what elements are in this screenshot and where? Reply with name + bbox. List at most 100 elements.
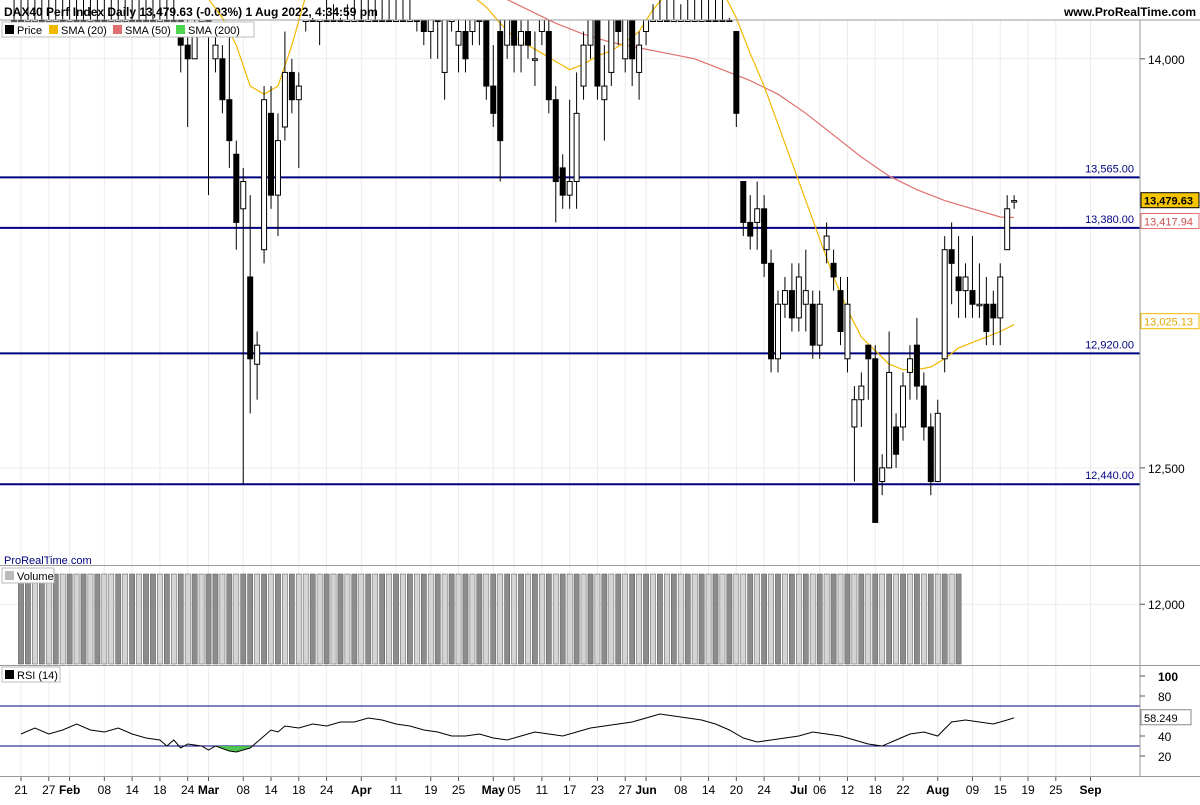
price-last-value-text: 13,479.63 [1144,196,1193,208]
time-tick-label: 15 [994,783,1008,797]
sma20-line [208,0,1015,371]
candle[interactable] [893,413,900,468]
candle[interactable] [462,20,469,73]
candle[interactable] [747,195,754,250]
candle[interactable] [851,386,858,482]
candle[interactable] [740,181,747,237]
candle[interactable] [226,31,233,168]
volume-bar [177,573,184,665]
candle[interactable] [268,86,275,209]
legend-rsi[interactable]: RSI (14) [17,670,58,682]
candle[interactable] [941,236,948,373]
candle[interactable] [636,31,643,100]
volume-bar [94,573,101,665]
candle[interactable] [497,20,504,182]
candle[interactable] [233,140,240,250]
volume-bar [212,573,219,665]
candle[interactable] [295,72,302,168]
candle[interactable] [969,236,976,318]
candle[interactable] [934,399,941,483]
candle[interactable] [580,31,587,100]
candle[interactable] [865,344,872,400]
legend-sma50[interactable]: SMA (50) [125,25,171,37]
candle[interactable] [261,86,268,264]
candlesticks[interactable] [11,0,1018,523]
candle[interactable] [754,181,761,250]
candle[interactable] [920,372,927,441]
candle[interactable] [990,290,997,346]
candle[interactable] [900,372,907,441]
volume-legend: Volume [1,567,55,584]
time-axis: 21 27 Feb 08 14 18 24 Mar 08 14 18 24 Apr 11 19 25 May 05… [14,777,1102,797]
time-tick-label: 06 [813,783,827,797]
candle[interactable] [1011,195,1018,209]
candle[interactable] [886,331,893,469]
candle[interactable] [490,45,497,127]
candle[interactable] [281,31,288,141]
candle[interactable] [212,31,219,73]
candle-body [462,31,469,60]
candle[interactable] [761,195,768,277]
time-tick-label: 18 [153,783,167,797]
candle[interactable] [518,20,525,73]
candle[interactable] [927,413,934,496]
candle[interactable] [976,263,983,318]
candle-body [851,399,858,428]
time-tick-label: 08 [237,783,251,797]
site-link[interactable]: www.ProRealTime.com [1063,5,1196,19]
volume-bar [295,573,302,665]
volume-bar [921,573,927,665]
candle[interactable] [775,290,782,373]
volume-bar [414,573,420,665]
candle[interactable] [1004,195,1011,251]
candle[interactable] [844,276,851,373]
candle[interactable] [858,372,865,427]
legend-volume[interactable]: Volume [17,571,54,583]
legend-sma200[interactable]: SMA (200) [188,25,240,37]
candle[interactable] [566,99,573,209]
candle[interactable] [955,236,962,318]
candle[interactable] [962,263,969,318]
candle[interactable] [823,222,830,264]
candle[interactable] [781,276,788,318]
candle[interactable] [768,249,775,373]
candle[interactable] [524,20,531,59]
time-tick-label: Feb [59,783,80,797]
candle[interactable] [795,263,802,332]
candle[interactable] [997,263,1004,346]
rsi-last-value: 58.249 [1140,709,1192,726]
candle[interactable] [837,276,844,346]
candle[interactable] [830,249,837,291]
candle[interactable] [254,331,261,400]
time-tick-label: Apr [351,783,372,797]
candle[interactable] [247,195,254,414]
rsi-line [20,713,1015,753]
legend-sma20[interactable]: SMA (20) [61,25,107,37]
candle[interactable] [184,20,191,127]
candle[interactable] [733,31,740,127]
rsi-legend: RSI (14) [1,666,61,683]
candle[interactable] [816,290,823,359]
candle[interactable] [288,58,295,114]
candle[interactable] [531,31,538,87]
candle[interactable] [983,276,990,346]
candle[interactable] [802,249,809,332]
candle[interactable] [879,454,886,496]
candle[interactable] [601,45,608,141]
candle[interactable] [573,72,580,209]
candle[interactable] [552,86,559,223]
candle[interactable] [545,20,552,114]
candle[interactable] [948,222,955,305]
candle[interactable] [455,20,462,73]
candle[interactable] [240,167,247,485]
candle[interactable] [788,263,795,332]
candle[interactable] [274,113,281,237]
legend-price[interactable]: Price [17,25,42,37]
candle[interactable] [872,345,879,523]
candle[interactable] [913,317,920,400]
sma200-swatch-icon [176,25,185,34]
candle[interactable] [809,290,816,359]
candle[interactable] [559,154,566,209]
candle[interactable] [906,345,913,400]
candle[interactable] [219,45,226,114]
